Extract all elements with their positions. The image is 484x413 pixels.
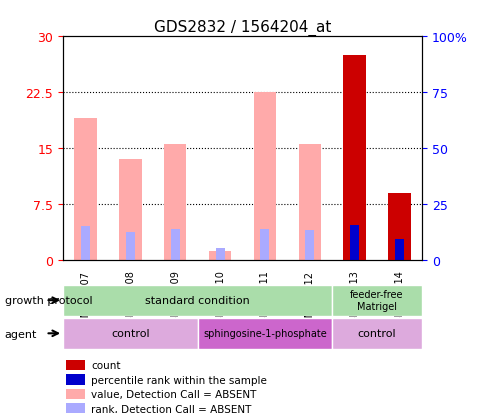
Text: value, Detection Call = ABSENT: value, Detection Call = ABSENT bbox=[91, 389, 256, 399]
FancyBboxPatch shape bbox=[63, 318, 197, 349]
Text: feeder-free
Matrigel: feeder-free Matrigel bbox=[349, 290, 403, 311]
Bar bbox=[388, 193, 410, 260]
Text: rank, Detection Call = ABSENT: rank, Detection Call = ABSENT bbox=[91, 404, 251, 413]
Bar bbox=[65, 403, 85, 413]
Text: standard condition: standard condition bbox=[145, 295, 249, 306]
Bar bbox=[343, 56, 365, 260]
Title: GDS2832 / 1564204_at: GDS2832 / 1564204_at bbox=[153, 20, 331, 36]
Text: control: control bbox=[357, 328, 395, 339]
Bar bbox=[215, 248, 224, 260]
Bar bbox=[394, 239, 403, 260]
Text: control: control bbox=[111, 328, 150, 339]
Bar bbox=[260, 229, 269, 260]
Text: percentile rank within the sample: percentile rank within the sample bbox=[91, 375, 267, 385]
Text: growth protocol: growth protocol bbox=[5, 296, 92, 306]
Bar bbox=[119, 160, 141, 260]
Bar bbox=[349, 225, 358, 260]
Bar bbox=[81, 227, 90, 260]
FancyBboxPatch shape bbox=[332, 318, 421, 349]
Bar bbox=[253, 93, 275, 260]
Text: sphingosine-1-phosphate: sphingosine-1-phosphate bbox=[203, 328, 326, 339]
Bar bbox=[125, 232, 135, 260]
FancyBboxPatch shape bbox=[332, 285, 421, 316]
Bar bbox=[209, 251, 231, 260]
Bar bbox=[65, 389, 85, 399]
Bar bbox=[65, 374, 85, 385]
FancyBboxPatch shape bbox=[63, 285, 332, 316]
Bar bbox=[65, 360, 85, 370]
Bar bbox=[164, 145, 186, 260]
Bar bbox=[304, 230, 314, 260]
FancyBboxPatch shape bbox=[197, 318, 332, 349]
Bar bbox=[170, 229, 179, 260]
Bar bbox=[298, 145, 320, 260]
Text: agent: agent bbox=[5, 329, 37, 339]
Text: count: count bbox=[91, 361, 121, 370]
Bar bbox=[74, 119, 96, 260]
